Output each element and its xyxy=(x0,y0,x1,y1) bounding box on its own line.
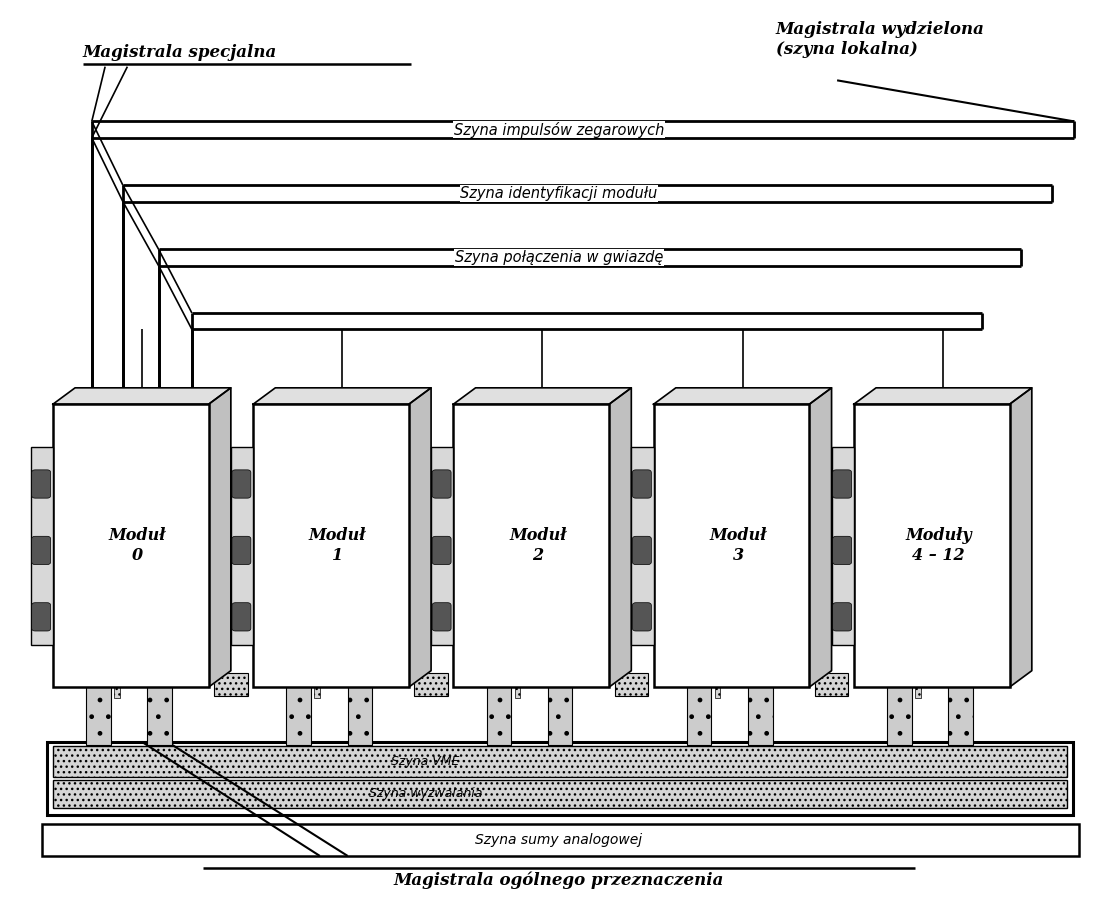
Bar xyxy=(286,677,311,744)
Text: Szyna wyzwalania: Szyna wyzwalania xyxy=(369,788,482,800)
Bar xyxy=(832,447,854,644)
Bar xyxy=(314,676,320,698)
FancyBboxPatch shape xyxy=(231,603,250,631)
Text: Moduł
2: Moduł 2 xyxy=(509,527,567,564)
Text: Magistrala ogólnego przeznaczenia: Magistrala ogólnego przeznaczenia xyxy=(394,872,724,890)
Bar xyxy=(714,676,720,698)
Bar xyxy=(41,824,1079,856)
FancyBboxPatch shape xyxy=(833,470,852,498)
Bar xyxy=(215,674,247,696)
FancyBboxPatch shape xyxy=(31,536,50,565)
Bar xyxy=(854,404,1010,687)
Text: Szyna impulsów zegarowych: Szyna impulsów zegarowych xyxy=(454,121,664,138)
Bar xyxy=(632,447,654,644)
Bar xyxy=(948,677,973,744)
Polygon shape xyxy=(654,387,832,404)
Bar xyxy=(815,674,849,696)
FancyBboxPatch shape xyxy=(633,470,652,498)
FancyBboxPatch shape xyxy=(433,536,451,565)
FancyBboxPatch shape xyxy=(833,536,852,565)
FancyBboxPatch shape xyxy=(231,536,250,565)
Polygon shape xyxy=(609,387,632,687)
Bar xyxy=(514,676,520,698)
Text: Szyna identyfikacji modułu: Szyna identyfikacji modułu xyxy=(461,186,657,201)
Polygon shape xyxy=(854,387,1032,404)
Polygon shape xyxy=(209,387,230,687)
FancyBboxPatch shape xyxy=(433,470,451,498)
FancyBboxPatch shape xyxy=(633,603,652,631)
Text: Moduł
0: Moduł 0 xyxy=(108,527,167,564)
Text: Moduł
1: Moduł 1 xyxy=(309,527,367,564)
FancyBboxPatch shape xyxy=(633,536,652,565)
Bar xyxy=(47,742,1073,815)
FancyBboxPatch shape xyxy=(433,603,451,631)
FancyBboxPatch shape xyxy=(833,603,852,631)
Text: Moduły
4 – 12: Moduły 4 – 12 xyxy=(906,527,972,564)
FancyBboxPatch shape xyxy=(31,603,50,631)
Bar xyxy=(748,677,773,744)
Bar xyxy=(686,677,711,744)
Bar xyxy=(53,746,1068,777)
Polygon shape xyxy=(53,387,230,404)
Text: Magistrala specjalna: Magistrala specjalna xyxy=(83,44,277,62)
FancyBboxPatch shape xyxy=(31,470,50,498)
Bar xyxy=(230,447,253,644)
Bar xyxy=(114,676,120,698)
Bar xyxy=(415,674,447,696)
Bar xyxy=(432,447,453,644)
Bar xyxy=(486,677,511,744)
Polygon shape xyxy=(409,387,432,687)
FancyBboxPatch shape xyxy=(231,470,250,498)
Polygon shape xyxy=(453,387,632,404)
Text: Szyna sumy analogowej: Szyna sumy analogowej xyxy=(475,833,643,847)
Bar xyxy=(654,404,809,687)
Text: Szyna VME: Szyna VME xyxy=(391,755,459,768)
Bar xyxy=(253,404,409,687)
Bar xyxy=(86,677,111,744)
Bar xyxy=(30,447,53,644)
Bar xyxy=(53,404,209,687)
Polygon shape xyxy=(809,387,832,687)
Bar xyxy=(453,404,609,687)
Bar xyxy=(615,674,648,696)
Bar xyxy=(915,676,920,698)
Text: Szyna połączenia w gwiazdę: Szyna połączenia w gwiazdę xyxy=(455,250,663,265)
Bar xyxy=(548,677,572,744)
Text: Magistrala wydzielona
(szyna lokalna): Magistrala wydzielona (szyna lokalna) xyxy=(776,21,985,58)
Text: Moduł
3: Moduł 3 xyxy=(710,527,767,564)
Bar xyxy=(348,677,372,744)
Bar xyxy=(888,677,911,744)
Bar xyxy=(148,677,172,744)
Polygon shape xyxy=(253,387,432,404)
Bar xyxy=(53,780,1068,808)
Polygon shape xyxy=(1010,387,1032,687)
